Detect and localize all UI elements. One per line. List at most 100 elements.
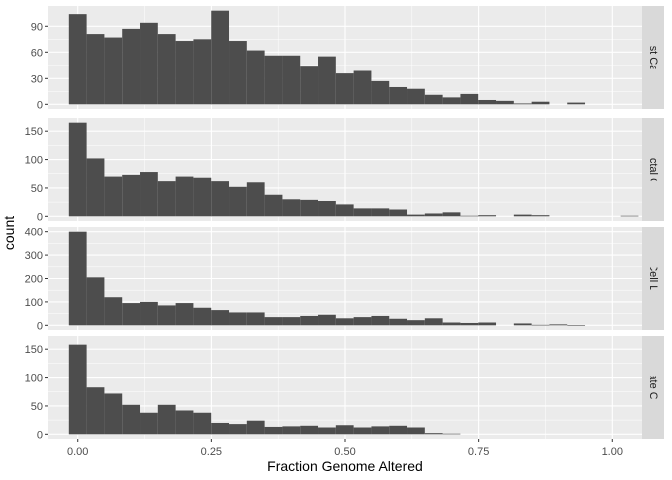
histogram-bar (460, 93, 479, 105)
panel-prostate-cancer: 0 50 100 150 Prostate Cancer (25, 336, 664, 441)
histogram-bars (68, 122, 639, 217)
facet-strip (642, 227, 664, 330)
y-tick-label: 200 (25, 274, 43, 286)
histogram-bar (264, 317, 283, 326)
histogram-bar (229, 41, 247, 105)
histogram-bar (229, 424, 247, 435)
histogram-bar (513, 323, 532, 326)
histogram-bar (513, 103, 532, 105)
histogram-bar (193, 307, 212, 326)
histogram-bar (460, 322, 479, 326)
y-tick-label: 0 (37, 99, 43, 111)
histogram-bar (478, 322, 497, 326)
histogram-bar (175, 410, 194, 435)
histogram-bar (246, 420, 265, 435)
panel-non-small-cell-lung-cancer: 0 100 200 300 400 Non-Small Cell Lung Cancer (25, 209, 664, 349)
histogram-bar (282, 55, 301, 105)
y-tick-label: 30 (31, 73, 43, 85)
y-tick-label: 100 (25, 155, 43, 167)
histogram-bar (282, 426, 301, 435)
y-tick-label: 0 (37, 320, 43, 332)
x-axis: 0.00 0.25 0.50 0.75 1.00 (67, 439, 623, 458)
histogram-bar (122, 404, 141, 435)
histogram-bar (68, 14, 87, 105)
histogram-bar (460, 215, 479, 217)
facet-strip (642, 118, 664, 221)
histogram-bar (353, 70, 372, 105)
y-tick-label: 100 (25, 297, 43, 309)
histogram-bar (371, 315, 390, 326)
histogram-bar (68, 344, 87, 435)
histogram-bar (371, 80, 390, 105)
histogram-bar (175, 176, 194, 217)
histogram-bars (68, 344, 461, 435)
histogram-bar (104, 393, 123, 435)
histogram-bar (371, 426, 390, 435)
histogram-bar (549, 324, 568, 326)
histogram-bar (264, 426, 283, 435)
histogram-bar (424, 213, 443, 217)
x-axis-title: Fraction Genome Altered (267, 458, 423, 474)
histogram-bar (389, 425, 408, 435)
histogram-bar (211, 310, 230, 326)
y-tick-label: 50 (31, 401, 43, 413)
histogram-bar (424, 94, 443, 105)
histogram-bar (531, 215, 550, 217)
histogram-bar (193, 412, 212, 435)
histogram-bar (318, 200, 336, 217)
x-tick-label: 0.00 (67, 446, 88, 458)
histogram-bar (104, 37, 123, 105)
facet-strip-label: Non-Small Cell Lung Cancer (647, 209, 659, 349)
histogram-bar (140, 412, 158, 435)
x-tick-label: 0.75 (468, 446, 489, 458)
histogram-bar (318, 56, 336, 105)
histogram-bar (157, 404, 176, 435)
histogram-bar (353, 427, 372, 435)
histogram-bar (513, 214, 532, 217)
histogram-bar (389, 318, 408, 326)
y-axis-title: count (1, 216, 17, 250)
histogram-bar (246, 182, 265, 217)
x-tick-label: 0.50 (334, 446, 355, 458)
histogram-bar (424, 318, 443, 326)
histogram-bar (478, 215, 497, 217)
histogram-bar (157, 34, 176, 105)
histogram-bar (478, 99, 497, 105)
y-tick-label: 0 (37, 429, 43, 441)
histogram-bar (389, 209, 408, 217)
histogram-bar (335, 204, 354, 217)
panels: 0 30 60 90 Breast Cancer 0 50 100 150 Colorectal … (25, 6, 664, 441)
histogram-bar (389, 86, 408, 105)
histogram-bar (211, 10, 230, 105)
histogram-bar (140, 301, 158, 326)
histogram-bar (264, 194, 283, 217)
histogram-bar (140, 172, 158, 217)
histogram-bar (300, 315, 319, 326)
histogram-bars (68, 231, 586, 326)
histogram-bar (140, 22, 158, 105)
y-tick-label: 400 (25, 227, 43, 239)
histogram-bar (567, 102, 586, 105)
histogram-bar (211, 181, 230, 217)
y-tick-label: 90 (31, 21, 43, 33)
histogram-bar (442, 212, 461, 217)
histogram-bar (86, 34, 105, 105)
histogram-bar (442, 322, 461, 326)
histogram-bar (157, 305, 176, 326)
histogram-bar (229, 186, 247, 217)
histogram-bar (424, 433, 443, 435)
histogram-bar (157, 181, 176, 217)
facet-strip (642, 6, 664, 109)
y-tick-label: 0 (37, 211, 43, 223)
histogram-bar (68, 122, 87, 217)
histogram-bar (318, 314, 336, 326)
histogram-bar (193, 177, 212, 217)
histogram-bar (353, 208, 372, 217)
histogram-bar (335, 425, 354, 435)
y-tick-label: 300 (25, 250, 43, 262)
histogram-bar (407, 320, 425, 326)
y-tick-label: 100 (25, 373, 43, 385)
histogram-bar (335, 73, 354, 105)
histogram-bar (407, 427, 425, 435)
